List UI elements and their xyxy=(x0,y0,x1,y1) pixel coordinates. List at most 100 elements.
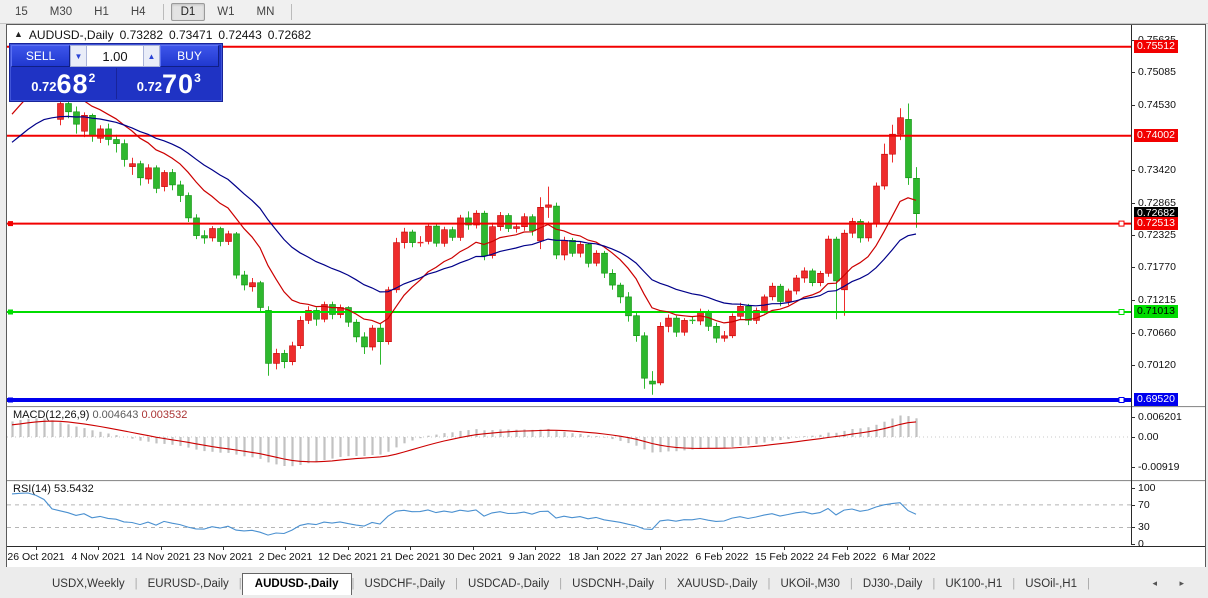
date-axis-label: 15 Feb 2022 xyxy=(754,551,814,563)
date-tick xyxy=(909,547,911,550)
axis-tick xyxy=(1131,332,1135,334)
volume-input[interactable] xyxy=(87,45,143,67)
chart-window: ▲ AUDUSD-,Daily 0.73282 0.73471 0.72443 … xyxy=(6,24,1206,567)
buy-button[interactable]: BUY xyxy=(160,45,219,67)
chart-tab-ukoil[interactable]: UKOil-,M30 xyxy=(780,578,840,590)
tab-separator: | xyxy=(134,578,138,590)
date-axis-label: 6 Feb 2022 xyxy=(695,551,749,563)
date-tick xyxy=(410,547,412,550)
macd-axis-label: -0.00919 xyxy=(1138,461,1180,473)
date-tick xyxy=(36,547,37,550)
chart-tab-usdcad[interactable]: USDCAD-,Daily xyxy=(468,578,550,590)
date-axis-label: 2 Dec 2021 xyxy=(258,551,313,563)
price-axis-border xyxy=(1131,25,1132,545)
chart-plot-area[interactable]: ▲ AUDUSD-,Daily 0.73282 0.73471 0.72443 … xyxy=(7,25,1205,567)
date-axis-label: 24 Feb 2022 xyxy=(817,551,877,563)
axis-tick xyxy=(1131,300,1135,302)
axis-tick xyxy=(1131,234,1135,236)
rsi-axis-label: 100 xyxy=(1138,482,1156,495)
chart-title: ▲ AUDUSD-,Daily 0.73282 0.73471 0.72443 … xyxy=(14,28,311,42)
timeframe-button-h4[interactable]: H4 xyxy=(130,5,146,18)
chart-tab-uk100[interactable]: UK100-,H1 xyxy=(945,578,1003,590)
date-axis[interactable]: 26 Oct 2021 4 Nov 2021 14 Nov 2021 23 Nov 2… xyxy=(7,546,1205,567)
chart-tab-usdx[interactable]: USDX,Weekly xyxy=(52,578,125,590)
chart-symbol-label: AUDUSD-,Daily xyxy=(28,28,114,42)
rsi-axis-label: 70 xyxy=(1138,498,1150,511)
timeframe-button-d1[interactable]: D1 xyxy=(170,2,206,21)
chart-tab-xauusd[interactable]: XAUUSD-,Daily xyxy=(676,578,758,590)
axis-tick xyxy=(1131,202,1135,204)
date-tick xyxy=(659,547,661,550)
tab-separator: | xyxy=(351,578,355,590)
hline-price-badge: 0.69520 xyxy=(1134,393,1178,406)
macd-indicator-label: MACD(12,26,9) 0.004643 0.003532 xyxy=(13,409,188,421)
hline-price-badge: 0.71013 xyxy=(1134,305,1178,318)
macd-main-value: 0.004643 xyxy=(92,409,139,421)
chart-tab-dj30[interactable]: DJ30-,Daily xyxy=(862,578,923,590)
axis-tick xyxy=(1131,416,1135,418)
sell-button[interactable]: SELL xyxy=(11,45,70,67)
macd-axis-label: 0.006201 xyxy=(1138,410,1182,423)
axis-tick xyxy=(1131,39,1135,41)
axis-tick xyxy=(1131,488,1135,490)
volume-increase-button[interactable]: ▲ xyxy=(143,45,160,67)
chart-tab-audusd[interactable]: AUDUSD-,Daily xyxy=(241,573,352,596)
panel-separator-rsi[interactable] xyxy=(7,480,1205,482)
date-tick xyxy=(597,547,599,550)
timeframe-button-m30[interactable]: M30 xyxy=(49,5,73,18)
tab-separator: | xyxy=(932,578,936,590)
volume-decrease-button[interactable]: ▼ xyxy=(70,45,87,67)
hline-price-badge: 0.75512 xyxy=(1134,39,1178,53)
date-axis-label: 26 Oct 2021 xyxy=(7,551,65,563)
timeframe-button-mn[interactable]: MN xyxy=(256,5,275,18)
timeframe-button-15[interactable]: 15 xyxy=(15,5,28,18)
hline-price-badge: 0.72513 xyxy=(1134,216,1178,230)
macd-canvas[interactable] xyxy=(7,408,1131,479)
date-tick xyxy=(472,547,474,550)
chart-tab-usoil[interactable]: USOil-,H1 xyxy=(1025,578,1077,590)
tab-separator: | xyxy=(849,578,853,590)
tab-separator: | xyxy=(238,578,242,590)
axis-tick xyxy=(1131,437,1135,438)
axis-tick xyxy=(1131,104,1135,106)
date-tick xyxy=(160,547,162,550)
ohlc-close: 0.72682 xyxy=(267,28,312,42)
timeframe-toolbar: 15 M30 H1 H4 D1 W1 MN xyxy=(0,0,1208,24)
ohlc-high: 0.73471 xyxy=(169,28,213,42)
date-axis-label: 27 Jan 2022 xyxy=(630,551,689,563)
tab-separator: | xyxy=(455,578,459,590)
ask-price-display[interactable]: 0.72 70 3 xyxy=(117,68,222,99)
axis-tick xyxy=(1131,467,1135,468)
date-tick xyxy=(534,547,536,550)
current-bid-badge: 0.72682 xyxy=(1134,206,1178,220)
price-axis-label: 0.71770 xyxy=(1138,261,1176,274)
chart-tab-eurusd[interactable]: EURUSD-,Daily xyxy=(147,578,229,590)
price-axis-label: 0.73420 xyxy=(1138,164,1176,177)
date-tick xyxy=(347,547,349,550)
bid-price-prefix: 0.72 xyxy=(31,79,57,94)
date-axis-label: 23 Nov 2021 xyxy=(193,551,253,563)
chart-tab-usdcnh[interactable]: USDCNH-,Daily xyxy=(572,578,654,590)
ask-price-big-digits: 70 xyxy=(162,69,195,99)
date-axis-label: 18 Jan 2022 xyxy=(568,551,627,563)
timeframe-button-w1[interactable]: W1 xyxy=(217,5,235,18)
price-axis-label: 0.72325 xyxy=(1138,228,1176,241)
chart-tab-usdchf[interactable]: USDCHF-,Daily xyxy=(364,578,446,590)
date-tick xyxy=(721,547,723,550)
toolbar-separator xyxy=(162,3,164,20)
tab-scroll-arrows-icon[interactable]: ◂ ▸ xyxy=(1152,578,1194,588)
price-axis-label: 0.75085 xyxy=(1138,66,1176,78)
axis-tick xyxy=(1131,72,1135,73)
bid-price-display[interactable]: 0.72 68 2 xyxy=(11,68,116,99)
panel-separator-macd[interactable] xyxy=(7,406,1205,408)
tab-separator: | xyxy=(1087,578,1090,590)
axis-tick xyxy=(1131,504,1135,506)
axis-tick xyxy=(1131,544,1135,546)
timeframe-button-h1[interactable]: H1 xyxy=(94,5,109,18)
rsi-canvas[interactable] xyxy=(7,483,1131,546)
bid-price-pipette: 2 xyxy=(88,71,96,85)
bid-price-big-digits: 68 xyxy=(56,69,89,99)
tab-separator: | xyxy=(559,578,563,590)
price-axis-label: 0.70660 xyxy=(1138,326,1176,339)
collapse-trade-panel-icon[interactable]: ▲ xyxy=(14,29,23,39)
